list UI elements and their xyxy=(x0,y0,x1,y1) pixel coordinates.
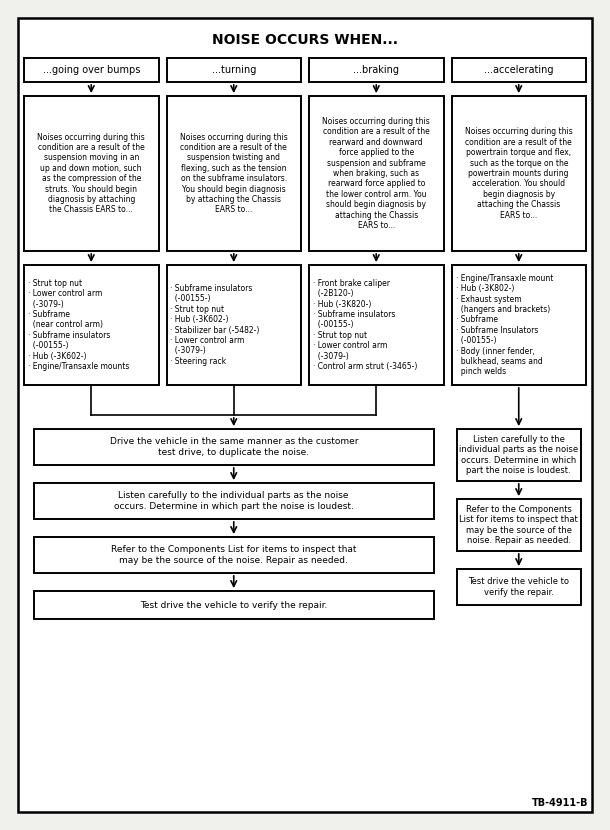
Text: ...turning: ...turning xyxy=(212,65,256,75)
Bar xyxy=(451,265,586,385)
Text: Test drive the vehicle to verify the repair.: Test drive the vehicle to verify the rep… xyxy=(140,600,328,609)
Text: Noises occurring during this
condition are a result of the
rearward and downward: Noises occurring during this condition a… xyxy=(322,117,430,230)
Text: Listen carefully to the
individual parts as the noise
occurs. Determine in which: Listen carefully to the individual parts… xyxy=(459,435,578,475)
Bar xyxy=(456,429,581,481)
Text: Refer to the Components List for items to inspect that
may be the source of the : Refer to the Components List for items t… xyxy=(111,545,356,564)
Text: · Subframe insulators
  (-00155-)
· Strut top nut
· Hub (-3K602-)
· Stabilizer b: · Subframe insulators (-00155-) · Strut … xyxy=(171,284,260,366)
Text: TB-4911-B: TB-4911-B xyxy=(531,798,588,808)
Text: ...accelerating: ...accelerating xyxy=(484,65,553,75)
Bar xyxy=(309,265,443,385)
Text: Test drive the vehicle to
verify the repair.: Test drive the vehicle to verify the rep… xyxy=(468,578,569,597)
Text: Noises occurring during this
condition are a result of the
suspension twisting a: Noises occurring during this condition a… xyxy=(180,133,288,214)
Bar xyxy=(451,58,586,82)
Bar xyxy=(34,429,434,465)
Bar xyxy=(456,569,581,605)
Bar xyxy=(167,58,301,82)
Text: Noises occurring during this
condition are a result of the
powertrain torque and: Noises occurring during this condition a… xyxy=(465,127,573,220)
Bar xyxy=(24,96,159,251)
Bar xyxy=(309,58,443,82)
Bar xyxy=(167,96,301,251)
Text: ...braking: ...braking xyxy=(353,65,400,75)
Text: Noises occurring during this
condition are a result of the
suspension moving in : Noises occurring during this condition a… xyxy=(37,133,145,214)
Text: Listen carefully to the individual parts as the noise
occurs. Determine in which: Listen carefully to the individual parts… xyxy=(114,491,354,510)
Bar xyxy=(167,265,301,385)
Bar xyxy=(456,499,581,551)
Bar xyxy=(24,58,159,82)
Bar xyxy=(309,96,443,251)
Bar xyxy=(34,537,434,573)
Text: NOISE OCCURS WHEN...: NOISE OCCURS WHEN... xyxy=(212,33,398,47)
Text: Drive the vehicle in the same manner as the customer
test drive, to duplicate th: Drive the vehicle in the same manner as … xyxy=(110,437,358,457)
Bar xyxy=(34,483,434,519)
Text: Refer to the Components
List for items to inspect that
may be the source of the
: Refer to the Components List for items t… xyxy=(459,505,578,545)
Bar xyxy=(24,265,159,385)
Bar xyxy=(451,96,586,251)
Text: · Front brake caliper
  (-2B120-)
· Hub (-3K820-)
· Subframe insulators
  (-0015: · Front brake caliper (-2B120-) · Hub (-… xyxy=(313,279,417,371)
Bar xyxy=(34,591,434,619)
Text: ...going over bumps: ...going over bumps xyxy=(43,65,140,75)
Text: · Strut top nut
· Lower control arm
  (-3079-)
· Subframe
  (near control arm)
·: · Strut top nut · Lower control arm (-30… xyxy=(28,279,129,371)
Text: · Engine/Transaxle mount
· Hub (-3K802-)
· Exhaust system
  (hangers and bracket: · Engine/Transaxle mount · Hub (-3K802-)… xyxy=(456,274,553,376)
